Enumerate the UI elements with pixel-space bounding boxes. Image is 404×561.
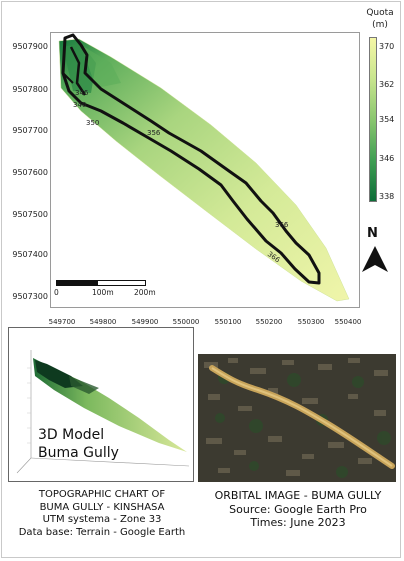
scale-label: 200m xyxy=(134,288,156,297)
x-tick-label: 550300 xyxy=(297,318,325,326)
topographic-map: 346 346 350 356 366 366 xyxy=(50,32,360,308)
contour-label: 350 xyxy=(86,119,99,127)
elevation-color-bar xyxy=(369,37,377,202)
caption-line: Data base: Terrain - Google Earth xyxy=(18,526,186,538)
y-tick-label: 9507800 xyxy=(12,85,48,94)
north-arrow-icon xyxy=(362,246,388,272)
model-3d-title-line: 3D Model xyxy=(38,427,105,443)
legend-tick: 362 xyxy=(379,80,395,89)
legend-title-line: Quota xyxy=(366,8,394,18)
legend-tick: 338 xyxy=(379,192,395,201)
model-3d-title-line: Buma Gully xyxy=(38,445,119,461)
caption-line: UTM systema - Zone 33 xyxy=(42,514,162,525)
x-tick-label: 550100 xyxy=(214,318,242,326)
contour-label: 366 xyxy=(275,221,289,229)
x-tick-label: 550200 xyxy=(255,318,283,326)
y-tick-label: 9507600 xyxy=(12,168,48,177)
y-tick-label: 9507400 xyxy=(12,250,48,259)
topographic-caption: TOPOGRAPHIC CHART OF BUMA GULLY - KINSHA… xyxy=(14,489,190,539)
legend-tick: 346 xyxy=(379,154,395,163)
contour-label: 346 xyxy=(75,89,89,97)
model-3d-title: 3D Model Buma Gully xyxy=(38,426,128,462)
x-tick-label: 549900 xyxy=(131,318,159,326)
legend-tick: 354 xyxy=(379,115,395,124)
gully-outline xyxy=(61,33,321,285)
terrain-area xyxy=(58,38,350,302)
orbital-caption: ORBITAL IMAGE - BUMA GULLY Source: Googl… xyxy=(198,489,398,530)
legend-title: Quota (m) xyxy=(352,7,404,31)
caption-line: BUMA GULLY - KINSHASA xyxy=(39,501,165,513)
model-3d-panel xyxy=(8,327,194,482)
north-label: N xyxy=(367,226,378,241)
scale-label: 100m xyxy=(92,288,114,297)
contour-label: 356 xyxy=(147,129,161,137)
legend-tick: 370 xyxy=(379,42,395,51)
x-tick-label: 549800 xyxy=(89,318,117,326)
caption-line: ORBITAL IMAGE - BUMA GULLY xyxy=(214,489,382,502)
caption-line: TOPOGRAPHIC CHART OF xyxy=(38,489,166,500)
caption-line: Times: June 2023 xyxy=(250,516,346,529)
model-3d-render xyxy=(16,350,190,474)
y-tick-label: 9507300 xyxy=(12,292,48,301)
caption-line: Source: Google Earth Pro xyxy=(229,502,367,516)
legend-title-line: (m) xyxy=(372,20,388,30)
x-tick-label: 550400 xyxy=(334,318,362,326)
y-tick-label: 9507900 xyxy=(12,42,48,51)
scale-label: 0 xyxy=(54,288,59,297)
y-tick-label: 9507500 xyxy=(12,210,48,219)
x-tick-label: 550000 xyxy=(172,318,200,326)
orbital-image xyxy=(198,354,396,482)
terrain-svg: 346 346 350 356 366 366 xyxy=(58,33,350,302)
scale-bar-segment xyxy=(56,280,98,286)
x-tick-label: 549700 xyxy=(48,318,76,326)
y-tick-label: 9507700 xyxy=(12,126,48,135)
contour-label: 346 xyxy=(73,101,87,109)
